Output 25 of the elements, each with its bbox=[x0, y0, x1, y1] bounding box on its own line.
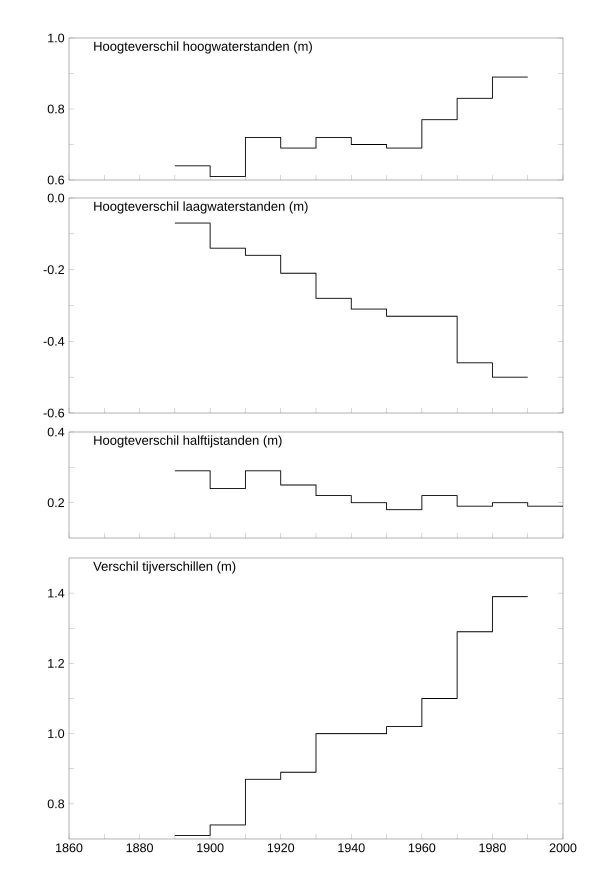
chart-title: Verschil tijverschillen (m) bbox=[93, 561, 236, 574]
x-tick-label: 1900 bbox=[197, 843, 224, 852]
x-tick-label: 1860 bbox=[56, 843, 82, 852]
y-tick-label: 1.2 bbox=[48, 659, 64, 668]
chart-title: Hoogteverschil halftijstanden (m) bbox=[94, 435, 282, 448]
y-tick-label: 0.4 bbox=[48, 428, 64, 436]
x-tick-label: 1940 bbox=[338, 843, 365, 852]
chart-title: Hoogteverschil laagwaterstanden (m) bbox=[94, 201, 308, 214]
y-tick-label: 0.2 bbox=[48, 498, 64, 508]
y-tick-label: -0.2 bbox=[44, 265, 64, 274]
x-tick-label: 2000 bbox=[550, 843, 576, 852]
y-tick-label: -0.4 bbox=[44, 336, 64, 346]
y-tick-label: 1.0 bbox=[48, 729, 64, 738]
y-tick-label: 1.0 bbox=[48, 34, 64, 42]
chart-title: Hoogteverschil hoogwaterstanden (m) bbox=[94, 41, 312, 54]
y-tick-label: 0.6 bbox=[48, 176, 64, 184]
y-tick-label: 0.8 bbox=[48, 799, 64, 808]
x-tick-label: 1920 bbox=[268, 843, 294, 852]
y-tick-label: 0.0 bbox=[48, 194, 64, 202]
x-tick-label: 1960 bbox=[408, 843, 436, 852]
y-tick-label: -0.6 bbox=[44, 408, 64, 418]
x-tick-label: 1980 bbox=[479, 843, 506, 852]
y-tick-label: 0.8 bbox=[48, 104, 64, 114]
y-tick-label: 1.4 bbox=[48, 588, 64, 598]
x-tick-label: 1880 bbox=[126, 843, 153, 852]
